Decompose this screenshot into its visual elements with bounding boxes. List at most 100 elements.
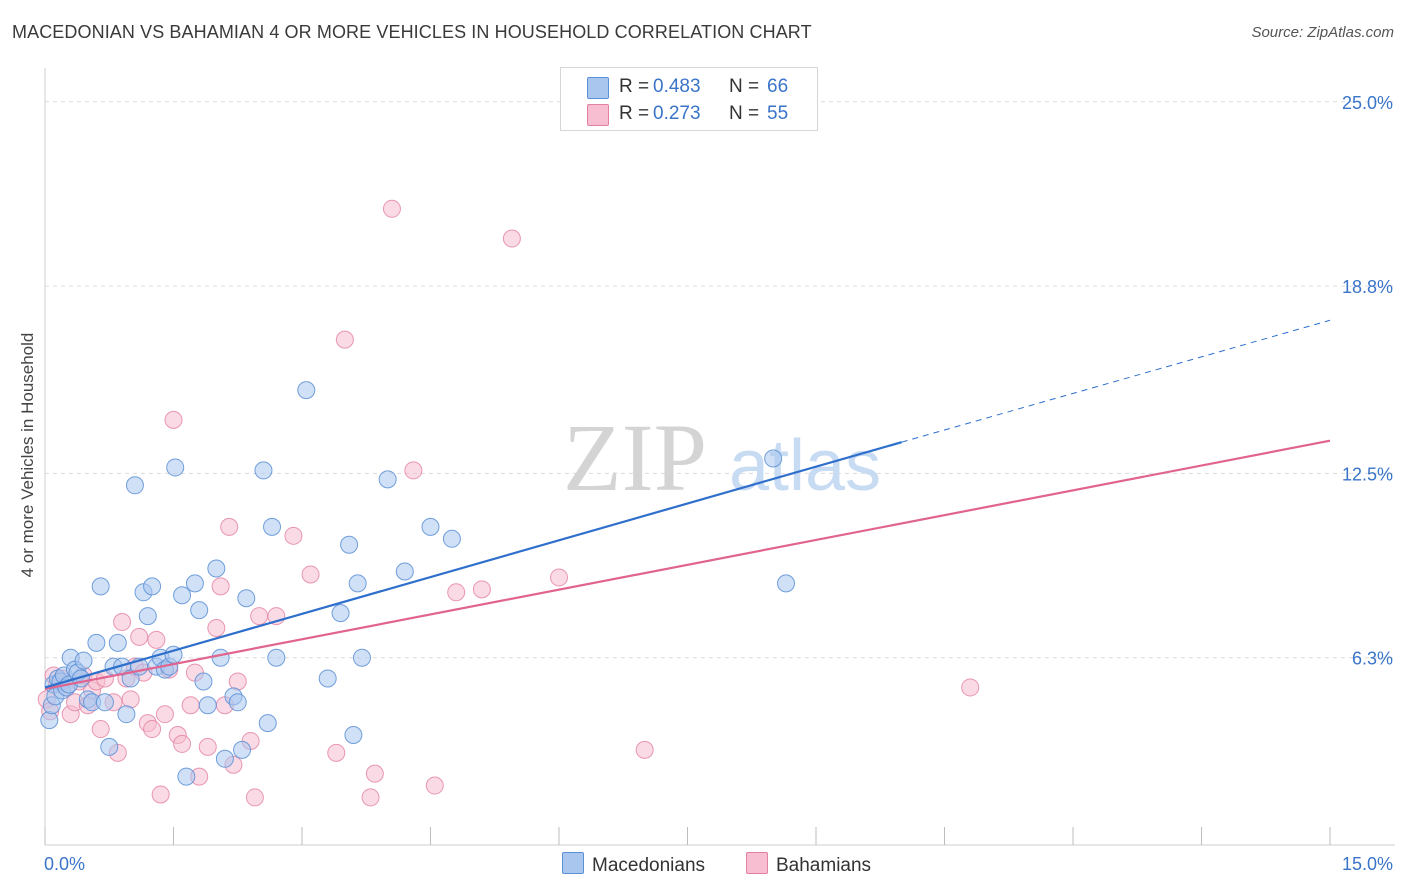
bahamian-point (130, 627, 149, 646)
bahamian-point (151, 785, 170, 804)
bahamian-point (365, 764, 384, 783)
bahamian-point (113, 613, 132, 632)
tick-labels: 6.3% 12.5% 18.8% 25.0% 0.0% 15.0% (44, 93, 1393, 874)
n-label: N = (729, 103, 760, 124)
bahamians-swatch (587, 104, 609, 126)
macedonians-legend-label: Macedonians (592, 855, 706, 876)
macedonian-point (254, 461, 273, 480)
macedonian-point (138, 607, 157, 626)
y-tick-label: 25.0% (1342, 93, 1393, 113)
macedonian-point (207, 559, 226, 578)
x-tick-label: 15.0% (1342, 854, 1393, 874)
bahamian-point (635, 740, 654, 759)
bahamian-point (961, 678, 980, 697)
macedonian-point (348, 574, 367, 593)
bahamians-n-value: 55 (767, 103, 789, 124)
macedonians-n-value: 66 (767, 76, 789, 97)
macedonian-point (442, 529, 461, 548)
macedonians-legend-swatch (562, 852, 584, 874)
macedonians-trend-extension (901, 319, 1331, 443)
macedonian-point (143, 577, 162, 596)
bahamian-point (143, 720, 162, 739)
bahamian-point (284, 526, 303, 545)
bahamian-point (425, 776, 444, 795)
bahamian-point (361, 788, 380, 807)
macedonian-point (40, 711, 59, 730)
macedonian-point (233, 740, 252, 759)
gridlines (45, 101, 1395, 659)
bahamian-point (207, 618, 226, 637)
bahamians-legend-label: Bahamians (776, 855, 872, 876)
macedonian-point (340, 535, 359, 554)
macedonian-point (211, 648, 230, 667)
macedonian-point (91, 577, 110, 596)
axes (44, 68, 1395, 846)
bahamian-point (211, 577, 230, 596)
macedonian-point (198, 696, 217, 715)
macedonian-point (166, 458, 185, 477)
trend-lines (44, 319, 1331, 691)
bahamians-legend-swatch (746, 852, 768, 874)
bahamians-r-value: 0.273 (653, 103, 701, 124)
macedonian-point (228, 693, 247, 712)
bahamians-trend-line (44, 439, 1331, 691)
bahamian-point (147, 630, 166, 649)
bahamian-point (91, 720, 110, 739)
y-tick-label: 18.8% (1342, 277, 1393, 297)
macedonian-point (258, 714, 277, 733)
bahamian-point (382, 199, 401, 218)
bahamian-point (228, 672, 247, 691)
macedonian-point (117, 705, 136, 724)
chart-title: MACEDONIAN VS BAHAMIAN 4 OR MORE VEHICLE… (12, 22, 812, 42)
bahamian-point (250, 607, 269, 626)
n-label: N = (729, 76, 760, 97)
legend-item-bahamians[interactable]: Bahamians (746, 852, 871, 877)
bahamian-point (155, 705, 174, 724)
bahamian-point (181, 696, 200, 715)
bahamian-point (198, 737, 217, 756)
bahamian-point (447, 583, 466, 602)
macedonian-point (297, 381, 316, 400)
macedonian-point (352, 648, 371, 667)
macedonians-swatch (587, 77, 609, 99)
y-tick-label: 12.5% (1342, 464, 1393, 484)
y-tick-label: 6.3% (1352, 649, 1393, 669)
correlation-legend: R = 0.483 N = 66 R = 0.273 N = 55 (560, 67, 818, 131)
macedonian-point (173, 586, 192, 605)
macedonian-point (421, 517, 440, 536)
r-label: R = (619, 76, 650, 97)
macedonian-point (777, 574, 796, 593)
legend-item-macedonians[interactable]: Macedonians (562, 852, 705, 877)
bahamian-point (173, 734, 192, 753)
macedonian-point (194, 672, 213, 691)
macedonian-point (764, 449, 783, 468)
macedonian-point (395, 562, 414, 581)
bahamian-point (404, 461, 423, 480)
macedonian-point (108, 633, 127, 652)
macedonian-point (378, 470, 397, 489)
macedonians-r-value: 0.483 (653, 76, 701, 97)
macedonian-point (237, 589, 256, 608)
macedonian-point (95, 693, 114, 712)
bahamian-point (245, 788, 264, 807)
macedonian-point (185, 574, 204, 593)
r-label: R = (619, 103, 650, 124)
macedonian-point (344, 726, 363, 745)
macedonians-trend-line (44, 441, 902, 689)
bahamian-point (550, 568, 568, 587)
bahamian-point (220, 517, 239, 536)
watermark-atlas: atlas (729, 426, 881, 506)
source-label: Source: ZipAtlas.com (1251, 24, 1394, 41)
bahamian-point (335, 330, 354, 349)
macedonian-point (177, 767, 196, 786)
macedonian-point (87, 633, 106, 652)
macedonian-point (331, 604, 350, 623)
macedonian-point (100, 737, 119, 756)
bahamian-point (472, 580, 491, 599)
bahamian-point (121, 690, 140, 709)
macedonian-point (318, 669, 337, 688)
bahamian-point (164, 410, 183, 429)
macedonian-point (263, 517, 282, 536)
macedonian-point (215, 749, 234, 768)
